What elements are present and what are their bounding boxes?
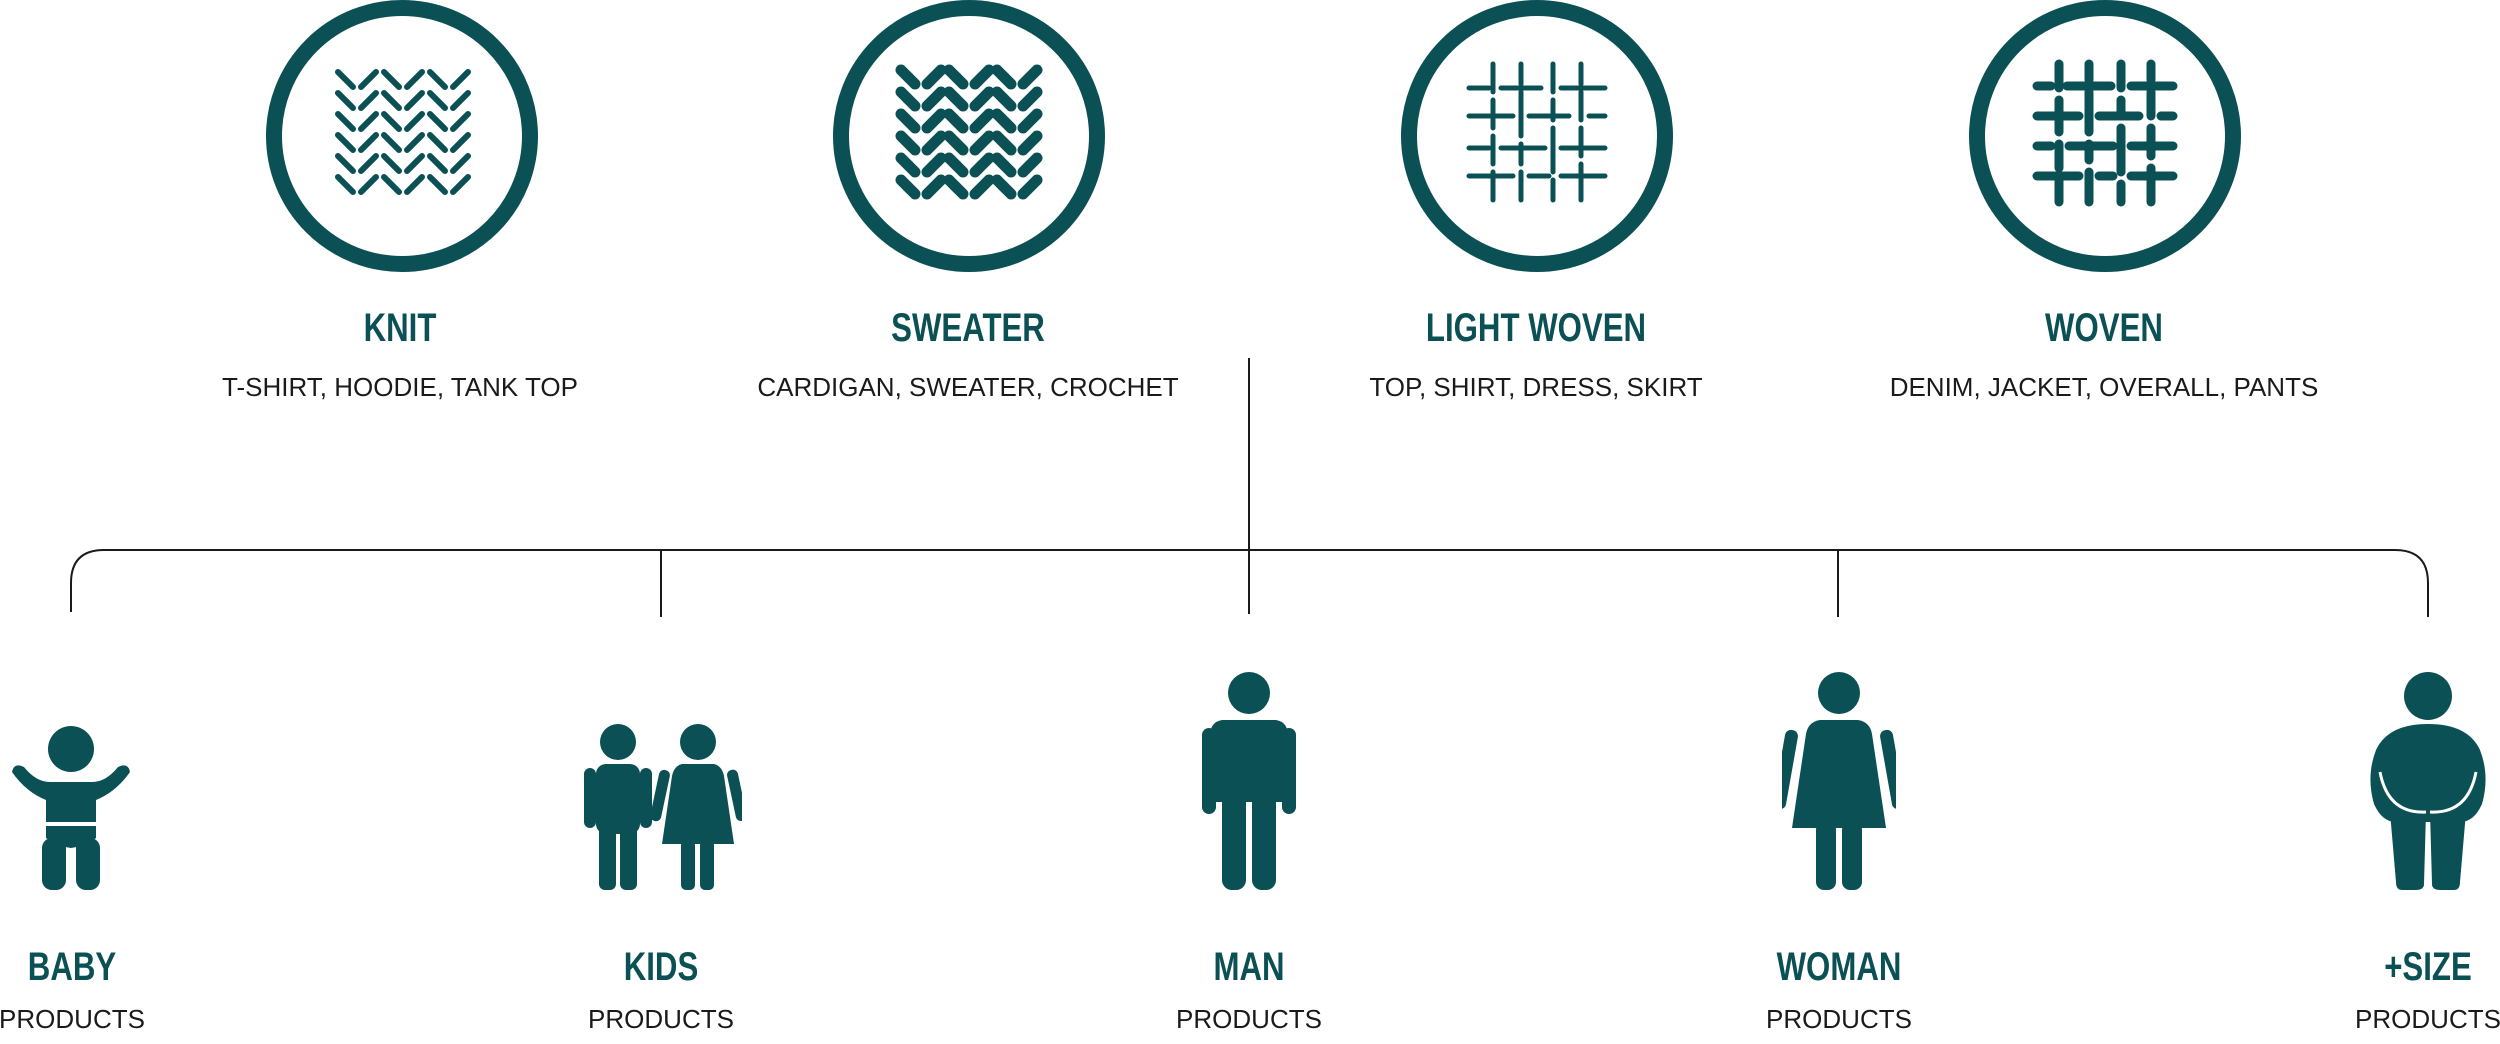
category-subtitle-woman: PRODUCTS xyxy=(1766,1004,1912,1034)
fabric-subtitle-sweater: CARDIGAN, SWEATER, CROCHET xyxy=(757,372,1179,402)
bracket-line xyxy=(70,549,2429,617)
woven-icon-circle xyxy=(1969,0,2241,272)
knit-icon-circle xyxy=(266,0,538,272)
light-woven-icon-circle xyxy=(1401,0,1673,272)
category-subtitle-baby: PRODUCTS xyxy=(0,1004,145,1034)
category-subtitle-plus-size: PRODUCTS xyxy=(2355,1004,2500,1034)
plus-size-icon xyxy=(2370,672,2486,890)
fabric-title-woven: WOVEN xyxy=(2045,306,2163,350)
baby-icon xyxy=(12,726,130,890)
category-title-plus-size: +SIZE xyxy=(2384,945,2472,989)
woven-pattern-icon xyxy=(2032,59,2178,207)
category-title-baby: BABY xyxy=(27,945,117,989)
man-icon xyxy=(1202,672,1296,890)
category-subtitle-man: PRODUCTS xyxy=(1176,1004,1322,1034)
category-title-man: MAN xyxy=(1213,945,1285,989)
fabric-title-light-woven: LIGHT WOVEN xyxy=(1425,306,1647,350)
fabric-subtitle-woven: DENIM, JACKET, OVERALL, PANTS xyxy=(1889,372,2319,402)
sweater-icon-circle xyxy=(833,0,1105,272)
woman-icon xyxy=(1782,672,1896,890)
kids-icon xyxy=(584,724,742,890)
fabric-subtitle-light-woven: TOP, SHIRT, DRESS, SKIRT xyxy=(1369,372,1703,402)
light-woven-pattern-icon xyxy=(1466,61,1608,203)
fabric-title-knit: KNIT xyxy=(363,306,437,350)
category-title-woman: WOMAN xyxy=(1776,945,1902,989)
category-subtitle-kids: PRODUCTS xyxy=(588,1004,734,1034)
category-title-kids: KIDS xyxy=(623,945,699,989)
sweater-pattern-icon xyxy=(895,64,1043,200)
knit-pattern-icon xyxy=(335,69,471,195)
fabric-title-sweater: SWEATER xyxy=(891,306,1045,350)
fabric-subtitle-knit: T-SHIRT, HOODIE, TANK TOP xyxy=(222,372,578,402)
